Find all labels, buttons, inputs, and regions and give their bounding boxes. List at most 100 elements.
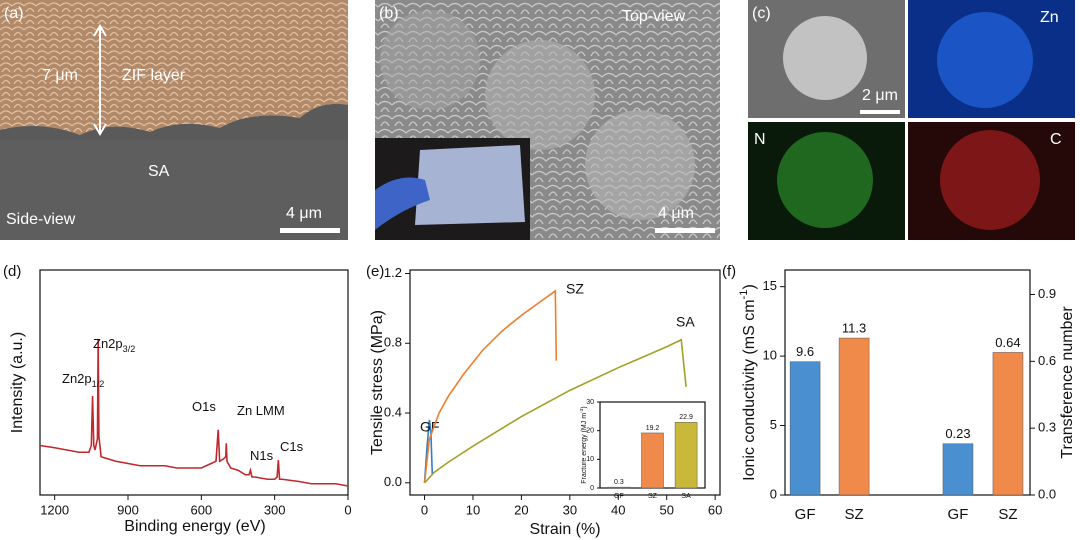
label-part: 1/2 xyxy=(92,379,105,389)
x-tick-label: GF xyxy=(795,506,816,523)
chart: 0 10 20 30 40 50 60 0.0 0.4 0.8 1.2 Strain (%) Tensi… xyxy=(366,263,722,538)
x-axis-label: Strain (%) xyxy=(529,521,600,538)
value-label: 22.9 xyxy=(679,414,693,421)
y-tick-label: 20 xyxy=(586,428,594,435)
panel-a-image xyxy=(0,0,348,240)
bar xyxy=(674,422,698,489)
label-part: Zn2p xyxy=(62,371,92,386)
image-text: Top-view xyxy=(622,8,686,25)
y-tick-label: 0 xyxy=(770,486,777,501)
label-part: N1s xyxy=(250,448,274,463)
peak-label: Zn2p3/2 xyxy=(93,336,135,354)
label-part: ) xyxy=(581,406,588,408)
bar xyxy=(838,337,870,496)
bar xyxy=(607,486,631,489)
peak-label: N1s xyxy=(250,448,274,463)
y2-tick-label: 0.3 xyxy=(1038,420,1056,435)
y-tick-label: 0 xyxy=(590,485,594,492)
y-tick-label: 30 xyxy=(586,399,594,406)
peak-label: Zn LMM xyxy=(237,403,285,418)
peak-label: Zn2p1/2 xyxy=(62,371,104,389)
image-text: ZIF layer xyxy=(122,67,186,84)
image-text: N xyxy=(754,131,766,148)
x-tick-label: 600 xyxy=(190,502,212,517)
series-label: SZ xyxy=(566,281,584,297)
image-text: Zn xyxy=(1040,9,1059,26)
x-tick-label: 0 xyxy=(344,502,351,517)
y-axis-label: Tensile stress (MPa) xyxy=(369,310,386,455)
x-tick-label: 40 xyxy=(611,502,625,517)
image-text: 2 μm xyxy=(862,87,898,104)
plot-frame xyxy=(784,269,1031,496)
value-label: 0.64 xyxy=(995,335,1020,350)
chart: 1200 900 600 300 0 Binding energy (eV) Intensi… xyxy=(3,263,352,535)
label-part: O1s xyxy=(192,399,216,414)
series-label: SA xyxy=(676,314,695,330)
label-part: Zn LMM xyxy=(237,403,285,418)
bar xyxy=(641,432,664,489)
y2-tick-label: 0.6 xyxy=(1038,353,1056,368)
panel-c-image xyxy=(748,0,1075,240)
y-tick-label: 0.0 xyxy=(384,474,402,489)
y-axis-label: Fracture energy (MJ m-3) xyxy=(579,406,588,484)
y-tick-label: 5 xyxy=(770,417,777,432)
x-tick-label: SA xyxy=(681,493,691,500)
image-text: Side-view xyxy=(6,211,76,228)
label-part: -1 xyxy=(738,289,750,299)
y2-tick-label: 0.9 xyxy=(1038,286,1056,301)
y-tick-label: 0.8 xyxy=(384,335,402,350)
y-tick-label: 1.2 xyxy=(384,265,402,280)
plot-frame xyxy=(39,269,349,496)
label-part: C1s xyxy=(280,439,304,454)
bar xyxy=(789,361,821,496)
x-tick-label: 10 xyxy=(466,502,480,517)
label-part: ) xyxy=(741,284,758,289)
image-text: C xyxy=(1050,131,1062,148)
label-part: 3/2 xyxy=(123,344,136,354)
image-text: 4 μm xyxy=(286,205,322,222)
peak-label: O1s xyxy=(192,399,216,414)
x-tick-label: 900 xyxy=(117,502,139,517)
image-text: 7 μm xyxy=(42,67,78,84)
x-tick-label: GF xyxy=(614,493,624,500)
bar xyxy=(942,443,974,496)
x-tick-label: 0 xyxy=(421,502,428,517)
image-text: SA xyxy=(148,163,170,180)
chart: 0 5 10 15 0.0 0.3 0.6 0.9 Ionic conductivity (mS… xyxy=(722,263,1076,523)
data-line xyxy=(39,339,349,487)
peak-label: C1s xyxy=(280,439,304,454)
x-tick-label: SZ xyxy=(648,493,658,500)
y-tick-label: 10 xyxy=(586,456,594,463)
data-line xyxy=(423,419,434,483)
data-line xyxy=(423,338,687,484)
y-axis-label: Ionic conductivity (mS cm-1) xyxy=(738,284,758,481)
x-tick-label: 30 xyxy=(563,502,577,517)
label-part: Fracture energy (MJ m xyxy=(581,413,588,484)
panel-label: (c) xyxy=(752,5,771,22)
x-tick-label: 300 xyxy=(264,502,286,517)
x-tick-label: SZ xyxy=(845,506,864,523)
y-tick-label: 0.4 xyxy=(384,404,402,419)
panel-label: (e) xyxy=(366,263,384,280)
label-part: Zn2p xyxy=(93,336,123,351)
value-label: 9.6 xyxy=(796,344,814,359)
x-tick-label: GF xyxy=(948,506,969,523)
y-axis-label: Intensity (a.u.) xyxy=(9,332,26,433)
y-tick-label: 15 xyxy=(763,278,777,293)
label-part: Ionic conductivity (mS cm xyxy=(741,299,758,480)
value-label: 19.2 xyxy=(646,425,660,432)
image-text: 4 μm xyxy=(658,205,694,222)
y2-axis-label: Transference number xyxy=(1059,306,1076,459)
y-tick-label: 10 xyxy=(763,348,777,363)
panel-label: (f) xyxy=(722,263,736,280)
x-tick-label: 1200 xyxy=(40,502,69,517)
bar xyxy=(992,352,1024,496)
value-label: 0.23 xyxy=(945,426,970,441)
x-tick-label: 20 xyxy=(514,502,528,517)
value-label: 11.3 xyxy=(842,320,866,335)
x-tick-label: 50 xyxy=(659,502,673,517)
y2-tick-label: 0.0 xyxy=(1038,486,1056,501)
label-part: -3 xyxy=(579,408,585,413)
